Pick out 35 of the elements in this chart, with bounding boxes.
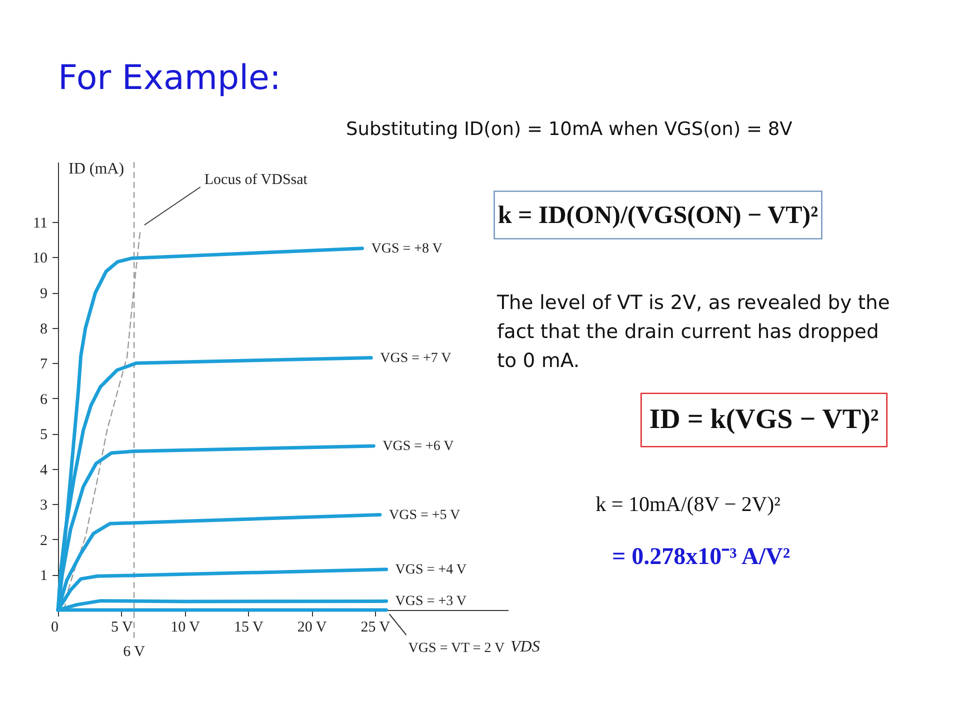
text: = 0.278x10⁻³ A/V² (612, 544, 790, 570)
x-tick-label: 25 V (360, 620, 390, 636)
y-tick-label: 5 (40, 427, 48, 444)
y-tick-label: 4 (40, 462, 48, 478)
series-label: VGS = +8 V (371, 241, 442, 256)
y-tick-label: 2 (40, 532, 48, 549)
text: k = 10mA/(8V − 2V)² (596, 492, 780, 516)
annotation: The level of VT is 2V, as revealed by the fact that the drain current has dropped to 0 mA. (496, 291, 890, 372)
text: VGS = VT = 2 V (408, 641, 505, 656)
series-label: VGS = +4 V (395, 562, 466, 578)
x-tick-label: 20 V (297, 620, 327, 636)
series-label: VGS = +3 V (395, 594, 466, 610)
y-tick-label: 3 (40, 498, 48, 514)
annotation: k = ID(ON)/(VGS(ON) − VT)² (498, 202, 818, 229)
y-axis-title: ID (mA) (68, 160, 124, 178)
x-tick-label: 0 (51, 620, 58, 636)
x-tick-label: 10 V (170, 620, 200, 636)
x-tick-label: 5 V (110, 620, 133, 636)
x-axis-title: VDS (510, 638, 540, 656)
y-tick-label: 7 (40, 356, 48, 373)
y-tick-label: 1 (40, 568, 48, 584)
text: ID = k(VGS − VT)² (649, 404, 879, 435)
series-label: VGS = +7 V (380, 350, 452, 366)
y-tick-label: 10 (32, 250, 48, 267)
x-tick-label: 15 V (234, 620, 264, 636)
y-tick-label: 9 (40, 286, 48, 302)
text: Substituting ID(on) = 10mA when VGS(on) = 8V (346, 119, 793, 140)
text: Locus of VDSsat (204, 172, 308, 188)
series-label: VGS = +6 V (382, 438, 454, 454)
y-tick-label: 8 (40, 321, 48, 338)
series-label: VGS = +5 V (388, 508, 460, 523)
chart-title: For Example: (58, 58, 281, 98)
y-tick-label: 11 (33, 215, 48, 232)
ref-line-label: 6 V (123, 644, 146, 660)
y-tick-label: 6 (40, 392, 48, 408)
